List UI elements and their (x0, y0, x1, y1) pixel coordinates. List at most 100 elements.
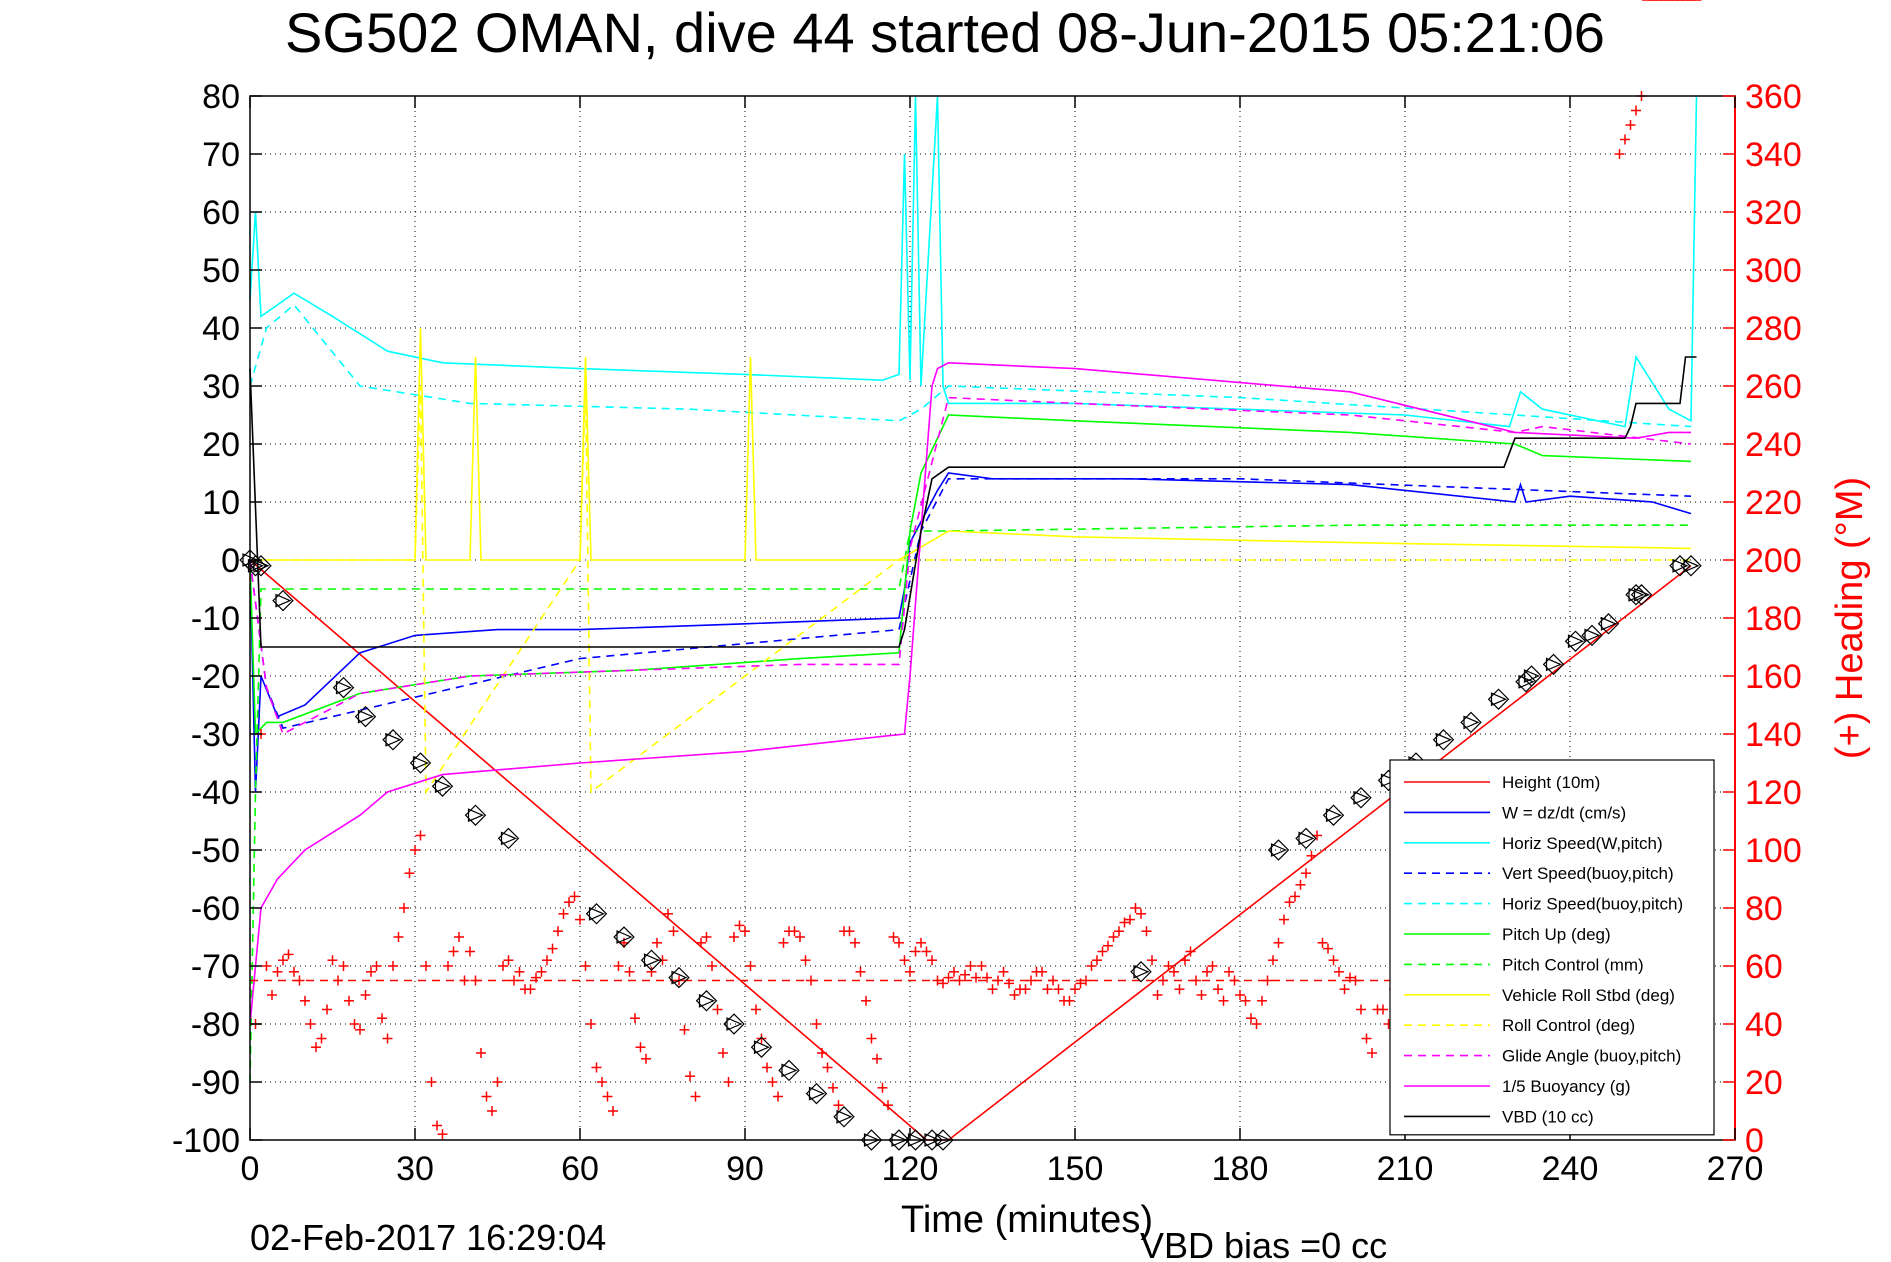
heading-point (1158, 975, 1168, 986)
heading-point (767, 1077, 778, 1087)
heading-point (481, 1091, 492, 1102)
height-marker (1542, 653, 1565, 676)
heading-point (597, 1077, 607, 1087)
height-marker (497, 827, 520, 850)
heading-point (652, 937, 662, 948)
heading-point (421, 961, 431, 971)
y-tick-label: 30 (202, 368, 240, 406)
heading-point (663, 908, 673, 919)
y-tick-label: -70 (191, 948, 240, 986)
heading-point (1339, 984, 1350, 995)
heading-point (492, 1077, 503, 1087)
height-marker (431, 775, 454, 797)
y-tick-label: 80 (202, 78, 240, 116)
series-line-2 (249, 95, 1698, 428)
legend-label: Pitch Control (mm) (1502, 955, 1644, 974)
heading-point (635, 1042, 646, 1053)
height-marker (695, 990, 718, 1012)
heading-point (866, 1033, 877, 1044)
heading-point (707, 961, 717, 971)
heading-point (1064, 995, 1075, 1006)
heading-point (349, 1019, 360, 1029)
heading-point (745, 961, 756, 971)
heading-point (723, 1077, 734, 1087)
heading-point (311, 1042, 321, 1053)
heading-point (872, 1053, 882, 1064)
heading-point (1378, 1004, 1388, 1015)
heading-point (1097, 946, 1108, 957)
legend: Height (10m) W = dz/dt (cm/s) Horiz Speed(… (1389, 759, 1715, 1136)
heading-point (1620, 134, 1630, 145)
y-tick-label: 60 (202, 194, 240, 232)
height-marker (464, 804, 487, 826)
heading-point (811, 1019, 822, 1029)
heading-point (943, 972, 954, 983)
legend-label: 1/5 Buoyancy (g) (1502, 1077, 1631, 1096)
height-marker (833, 1106, 855, 1128)
heading-point (553, 926, 563, 937)
heading-point (861, 995, 871, 1006)
y-right-tick-label: 160 (1745, 658, 1802, 696)
heading-point (514, 966, 525, 977)
heading-point (734, 920, 745, 931)
heading-point (1614, 149, 1625, 159)
heading-point (1037, 966, 1047, 977)
heading-point (1147, 955, 1157, 966)
heading-point (1070, 984, 1080, 995)
height-marker (668, 966, 690, 989)
legend-label: Horiz Speed(W,pitch) (1502, 834, 1663, 853)
legend-label: Pitch Up (deg) (1502, 925, 1611, 944)
heading-point (608, 1106, 618, 1116)
chart-title: SG502 OMAN, dive 44 started 08-Jun-2015 … (285, 1, 1605, 64)
heading-point (1306, 850, 1317, 861)
y-axis-left: 80 70 60 50 40 30 20 10 0 -10 -20 -30 -40 -50 -60 -70 -8… (172, 78, 262, 1160)
heading-point (971, 972, 981, 983)
legend-label: Vert Speed(buoy,pitch) (1502, 864, 1674, 883)
heading-point (525, 984, 536, 995)
heading-point (426, 1077, 437, 1087)
legend-item: Vehicle Roll Stbd (deg) (1404, 986, 1675, 1005)
heading-point (1334, 966, 1344, 977)
heading-point (564, 897, 574, 908)
height-marker (382, 729, 404, 751)
x-tick-label: 90 (726, 1150, 764, 1188)
y-right-tick-label: 220 (1745, 484, 1802, 522)
height-marker (1680, 555, 1702, 577)
heading-point (1075, 978, 1086, 989)
heading-point (1240, 995, 1251, 1006)
heading-point (1262, 975, 1273, 986)
heading-point (1257, 995, 1267, 1006)
heading-point (855, 966, 866, 977)
legend-item: Height (10m) (1404, 773, 1600, 792)
heading-point (355, 1024, 365, 1035)
heading-point (1130, 903, 1141, 913)
series-line-10 (249, 361, 1691, 1025)
heading-point (910, 946, 921, 957)
heading-point (443, 961, 453, 971)
heading-point (1323, 943, 1333, 954)
heading-point (1081, 975, 1091, 986)
heading-point (1004, 978, 1014, 989)
heading-point (712, 1004, 723, 1015)
heading-point (894, 937, 904, 948)
series-line-7 (250, 327, 1692, 561)
footer-vbd-bias: VBD bias =0 cc (1140, 1225, 1387, 1262)
heading-point (1268, 955, 1278, 966)
heading-point (1020, 984, 1031, 995)
heading-point (278, 955, 288, 966)
y-tick-label: -20 (191, 658, 240, 696)
heading-point (338, 961, 349, 971)
x-tick-label: 30 (396, 1150, 434, 1188)
heading-point (1631, 105, 1641, 116)
heading-point (696, 937, 706, 948)
heading-point (344, 995, 354, 1006)
height-marker (1625, 584, 1647, 606)
footer-timestamp: 02-Feb-2017 16:29:04 (250, 1217, 606, 1258)
heading-point (850, 937, 860, 948)
heading-point (773, 1091, 783, 1102)
heading-point (888, 932, 899, 942)
height-marker (613, 926, 635, 948)
height-marker (272, 589, 294, 612)
heading-point (1251, 1019, 1262, 1029)
heading-point (377, 1013, 387, 1024)
